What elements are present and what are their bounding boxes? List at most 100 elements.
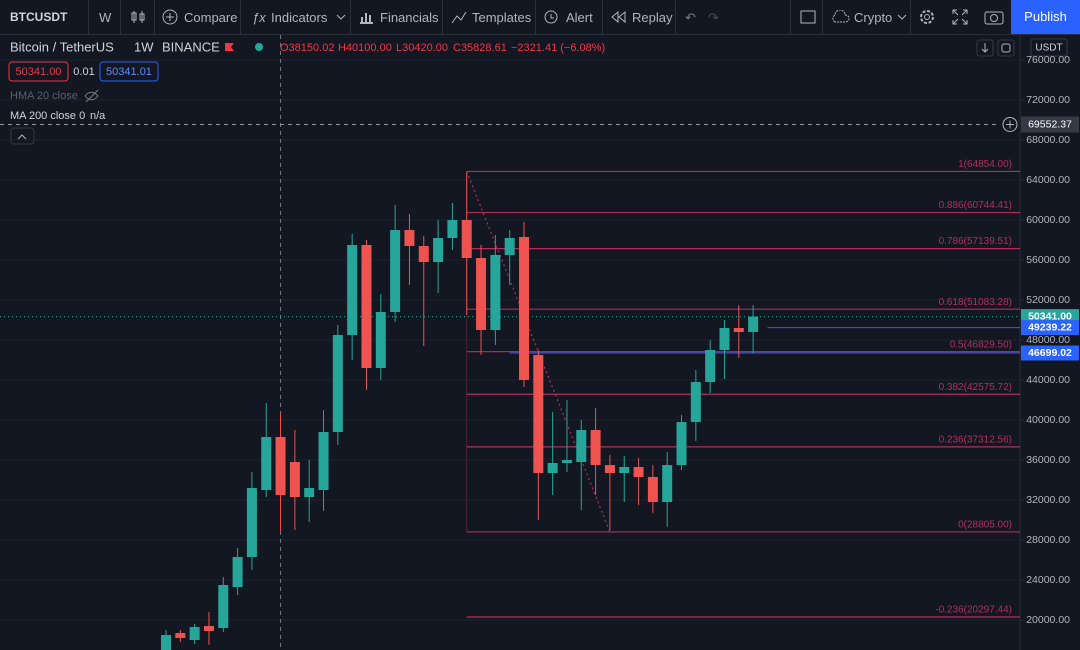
interval[interactable]: W <box>99 10 112 25</box>
compare-button[interactable]: Compare <box>184 10 238 25</box>
templates-button[interactable]: Templates <box>472 10 532 25</box>
price-tag-label: 46699.02 <box>1028 347 1072 359</box>
reset-button[interactable] <box>997 39 1015 57</box>
y-tick-label: 68000.00 <box>1026 134 1070 146</box>
redo-icon[interactable]: ↷ <box>708 10 719 25</box>
dropdown-icon[interactable] <box>336 13 346 21</box>
spread: 0.01 <box>73 66 94 78</box>
y-tick-label: 64000.00 <box>1026 174 1070 186</box>
candle-body <box>561 460 572 463</box>
candle-body <box>619 467 630 473</box>
buy-price[interactable]: 50341.01 <box>106 66 152 78</box>
candle-body <box>447 220 458 238</box>
collapse-button[interactable] <box>10 127 35 145</box>
undo-icon[interactable]: ↶ <box>685 10 696 25</box>
candle-body <box>361 245 372 368</box>
financials-button[interactable]: Financials <box>380 10 439 25</box>
alert-button[interactable]: Alert <box>566 10 593 25</box>
fib-label: 0.618(51083.28) <box>939 297 1012 308</box>
candle-body <box>705 350 716 382</box>
currency-box[interactable] <box>1030 38 1068 57</box>
y-tick-label: 48000.00 <box>1026 334 1070 346</box>
exchange: BINANCE <box>162 39 220 54</box>
buy-button[interactable] <box>99 61 159 82</box>
flag-icon[interactable] <box>225 43 234 51</box>
chart-type-icon[interactable] <box>130 9 146 25</box>
candle-body <box>275 437 286 495</box>
fib-label: -0.236(20297.44) <box>935 605 1012 616</box>
fib-label: 0.5(46829.50) <box>950 339 1012 350</box>
candle-body <box>748 316 759 332</box>
ohlc-close: C35828.61 <box>453 42 507 54</box>
candle-body <box>390 230 401 312</box>
crosshair-tag <box>1021 116 1079 133</box>
plus-icon <box>1006 120 1014 129</box>
sell-price[interactable]: 50341.00 <box>16 66 62 78</box>
indicator-hma[interactable]: HMA 20 close <box>10 90 78 102</box>
price-tag <box>1021 320 1079 336</box>
candle-body <box>261 437 272 490</box>
crosshair-label: 69552.37 <box>1028 118 1072 130</box>
candle-body <box>246 488 257 557</box>
timeframe: 1W <box>134 39 154 54</box>
market-button[interactable]: Crypto <box>854 10 893 25</box>
candle-body <box>733 328 744 332</box>
collapse-icon <box>17 134 27 140</box>
candle-body <box>647 477 658 502</box>
reset-icon <box>1001 43 1011 53</box>
indicators-button[interactable]: Indicators <box>271 10 328 25</box>
cloud-icon[interactable] <box>830 10 852 24</box>
y-tick-label: 24000.00 <box>1026 574 1070 586</box>
indicators-icon[interactable]: ƒx <box>252 10 266 25</box>
settings-icon[interactable] <box>918 8 936 26</box>
currency[interactable]: USDT <box>1035 43 1062 54</box>
scroll-icon <box>981 43 989 53</box>
candle-body <box>461 220 472 258</box>
candle-body <box>332 335 343 432</box>
ohlc-open: O38150.02 <box>280 42 334 54</box>
candle-body <box>504 238 515 255</box>
indicator-ma-value: n/a <box>90 110 106 122</box>
alert-icon[interactable] <box>543 9 559 25</box>
sell-button[interactable] <box>8 61 69 82</box>
publish-button[interactable]: Publish <box>1011 0 1080 34</box>
y-tick-label: 20000.00 <box>1026 614 1070 626</box>
candle-body <box>633 467 644 477</box>
y-tick-label: 44000.00 <box>1026 374 1070 386</box>
y-tick-label: 76000.00 <box>1026 54 1070 66</box>
candle-body <box>175 633 186 638</box>
compare-icon[interactable] <box>162 9 178 25</box>
toolbar: BTCUSDT W Compare ƒx Indicators Financia… <box>0 0 1080 35</box>
y-tick-label: 28000.00 <box>1026 534 1070 546</box>
templates-icon[interactable] <box>451 9 467 25</box>
snapshot-icon[interactable] <box>984 9 1004 25</box>
fib-label: 0.382(42575.72) <box>939 382 1012 393</box>
candle-body <box>476 258 487 330</box>
replay-button[interactable]: Replay <box>632 10 673 25</box>
dropdown-icon[interactable] <box>897 13 907 21</box>
change: −2321.41 (−6.08%) <box>511 42 605 54</box>
hidden-icon[interactable] <box>84 89 99 103</box>
candle-body <box>433 238 444 262</box>
candle-body <box>404 230 415 246</box>
symbol[interactable]: BTCUSDT <box>10 10 68 24</box>
fib-label: 1(64854.00) <box>958 159 1012 170</box>
fullscreen-icon[interactable] <box>952 9 968 25</box>
ohlc-high: H40100.00 <box>338 42 392 54</box>
fib-label: 0.786(57139.51) <box>939 236 1012 247</box>
y-tick-label: 36000.00 <box>1026 454 1070 466</box>
scroll-button[interactable] <box>976 39 994 57</box>
candle-body <box>604 465 615 473</box>
y-tick-label: 56000.00 <box>1026 254 1070 266</box>
financials-icon[interactable] <box>358 9 374 25</box>
replay-icon[interactable] <box>610 10 626 24</box>
candle-body <box>662 465 673 502</box>
candle-body <box>533 355 544 473</box>
indicator-ma[interactable]: MA 200 close 0 <box>10 110 85 122</box>
price-tag <box>1021 345 1079 361</box>
layout-icon[interactable] <box>800 10 816 24</box>
candle-body <box>318 432 329 490</box>
fib-label: 0.886(60744.41) <box>939 200 1012 211</box>
